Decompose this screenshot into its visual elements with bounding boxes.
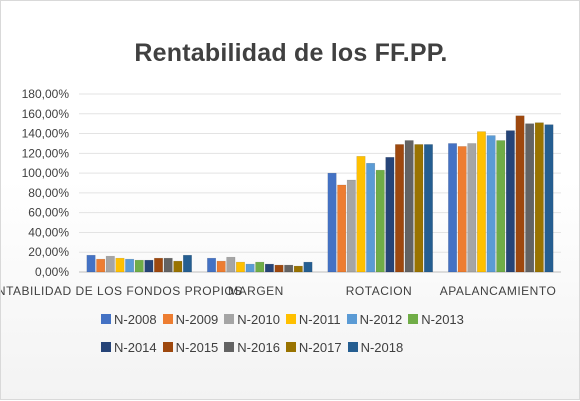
bar <box>245 263 255 273</box>
bar <box>125 258 135 273</box>
bar <box>154 257 163 273</box>
y-tick-label: 60,00% <box>28 206 69 220</box>
x-tick-label: MARGEN <box>228 284 284 298</box>
y-tick-label: 80,00% <box>28 186 69 200</box>
legend-label: N-2012 <box>359 311 403 327</box>
bar <box>414 144 424 273</box>
bar <box>264 263 274 273</box>
bar <box>544 124 554 273</box>
y-tick-label: 0,00% <box>35 265 69 279</box>
bar <box>293 265 303 273</box>
bar <box>423 144 433 273</box>
legend-swatch <box>346 314 357 324</box>
legend-swatch <box>285 342 296 352</box>
bar <box>274 264 284 273</box>
bar <box>173 260 183 273</box>
legend-entry: N-2010 <box>224 311 280 327</box>
y-tick-label: 140,00% <box>22 127 70 141</box>
bar <box>515 115 525 273</box>
legend-entry: N-2017 <box>285 339 342 355</box>
legend-swatch <box>347 342 358 352</box>
bar <box>86 254 96 273</box>
legend-entry: N-2012 <box>346 311 403 327</box>
bar <box>346 179 356 273</box>
bar <box>505 130 515 273</box>
x-tick-label: APALANCAMIENTO <box>440 284 557 298</box>
legend-label: N-2015 <box>175 339 219 355</box>
legend-label: N-2018 <box>360 339 404 355</box>
bar <box>457 146 467 273</box>
bar <box>496 140 506 273</box>
legend-entry: N-2011 <box>285 311 341 327</box>
legend-entry: N-2009 <box>162 311 219 327</box>
bar <box>207 257 217 273</box>
bar <box>486 135 496 273</box>
legend-swatch <box>224 314 235 324</box>
bar <box>375 169 385 273</box>
bar <box>327 172 337 273</box>
legend-swatch <box>162 314 173 324</box>
bar <box>284 264 294 273</box>
legend-swatch <box>224 342 235 352</box>
legend-label: N-2009 <box>175 311 219 327</box>
bar <box>477 131 486 273</box>
chart-legend: N-2008 N-2009 N-2010 N-2011 N-2012 N-2013 N-20… <box>101 311 481 355</box>
bar <box>115 257 125 273</box>
bar <box>385 157 395 273</box>
bar <box>105 255 115 273</box>
bar <box>96 258 106 273</box>
legend-swatch <box>101 342 111 352</box>
bar <box>448 143 458 273</box>
legend-label: N-2011 <box>298 311 341 327</box>
y-tick-label: 120,00% <box>22 146 70 160</box>
y-tick-label: 40,00% <box>28 225 69 239</box>
bar <box>226 256 236 273</box>
legend-entry: N-2016 <box>224 339 280 355</box>
legend-label: N-2013 <box>421 311 464 327</box>
legend-swatch <box>408 314 419 324</box>
bar <box>337 184 347 273</box>
bar <box>236 261 245 273</box>
bar <box>255 261 265 273</box>
x-tick-label: ROTACION <box>346 284 412 298</box>
y-tick-label: 180,00% <box>22 87 70 101</box>
bar <box>534 122 544 273</box>
legend-label: N-2016 <box>237 339 280 355</box>
y-tick-label: 20,00% <box>28 245 69 259</box>
legend-label: N-2014 <box>114 339 157 355</box>
chart-title: Rentabilidad de los FF.PP. <box>134 39 448 67</box>
legend-label: N-2017 <box>298 339 342 355</box>
bar <box>163 257 173 273</box>
legend-entry: N-2018 <box>347 339 404 355</box>
legend-entry: N-2015 <box>162 339 219 355</box>
bar <box>134 259 144 273</box>
legend-swatch <box>101 314 111 324</box>
bar <box>404 140 414 273</box>
legend-entry: N-2008 <box>101 311 157 327</box>
bar <box>144 259 154 273</box>
bar <box>395 144 404 273</box>
legend-label: N-2008 <box>114 311 157 327</box>
legend-swatch <box>285 314 296 324</box>
bar <box>467 143 477 273</box>
bar <box>356 156 366 273</box>
legend-label: N-2010 <box>237 311 280 327</box>
y-tick-label: 160,00% <box>22 107 70 121</box>
legend-entry: N-2014 <box>101 339 157 355</box>
bar <box>303 261 313 273</box>
y-tick-label: 100,00% <box>22 166 70 180</box>
legend-swatch <box>162 342 173 352</box>
bar <box>366 162 376 273</box>
bar <box>182 254 192 273</box>
bar <box>216 260 226 273</box>
x-tick-label: RENTABILIDAD DE LOS FONDOS PROPIOS <box>1 284 243 298</box>
legend-entry: N-2013 <box>408 311 464 327</box>
bar <box>525 123 535 273</box>
